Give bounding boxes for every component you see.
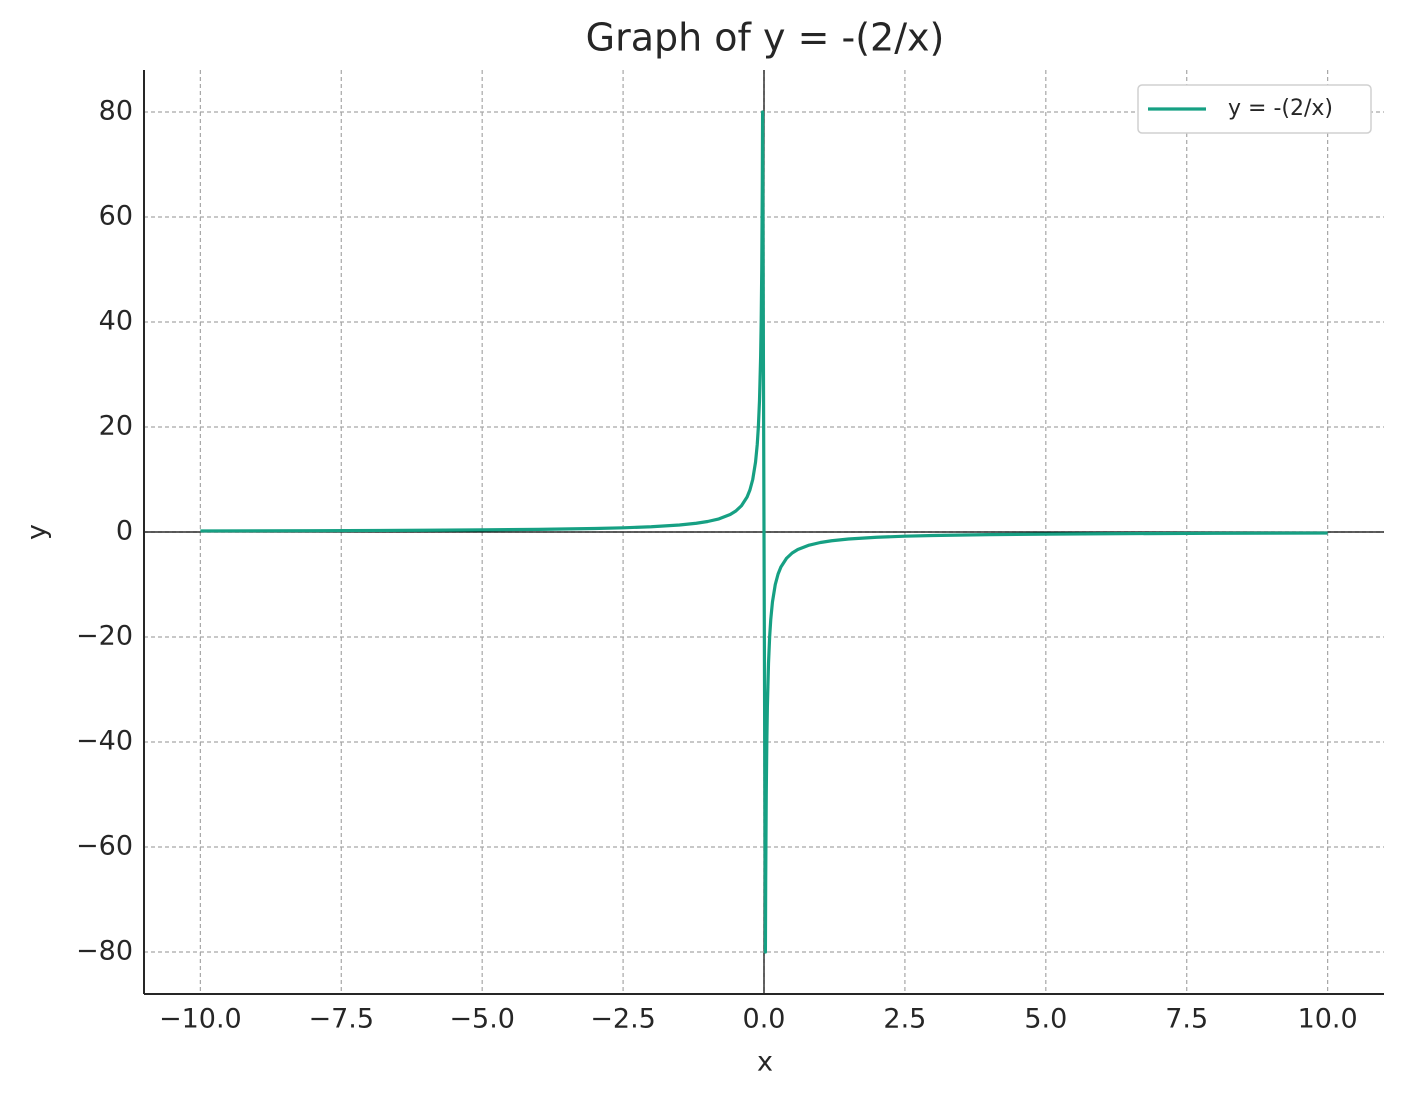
y-tick-label: 40	[99, 306, 133, 337]
y-tick-label: −80	[76, 936, 133, 967]
y-tick-label: 80	[99, 96, 133, 127]
x-tick-label: 2.5	[883, 1004, 926, 1035]
legend-label: y = -(2/x)	[1228, 96, 1333, 121]
y-tick-label: −40	[76, 726, 133, 757]
legend-box	[1137, 84, 1372, 134]
x-tick-label: 10.0	[1298, 1004, 1358, 1035]
y-tick-label: 60	[99, 201, 133, 232]
x-axis-label: x	[757, 1047, 773, 1078]
x-tick-label: 0.0	[743, 1004, 786, 1035]
y-tick-label: −20	[76, 621, 133, 652]
x-tick-label: −2.5	[590, 1004, 656, 1035]
x-tick-label: −5.0	[449, 1004, 515, 1035]
y-tick-label: 0	[116, 516, 133, 547]
y-tick-label: −60	[76, 831, 133, 862]
chart-title: Graph of y = -(2/x)	[586, 16, 945, 60]
x-tick-label: 7.5	[1165, 1004, 1208, 1035]
x-tick-label: 5.0	[1024, 1004, 1067, 1035]
x-tick-label: −10.0	[159, 1004, 242, 1035]
x-tick-label: −7.5	[308, 1004, 374, 1035]
y-tick-label: 20	[99, 411, 133, 442]
y-axis-label: y	[22, 524, 53, 540]
line-series	[200, 110, 1328, 954]
